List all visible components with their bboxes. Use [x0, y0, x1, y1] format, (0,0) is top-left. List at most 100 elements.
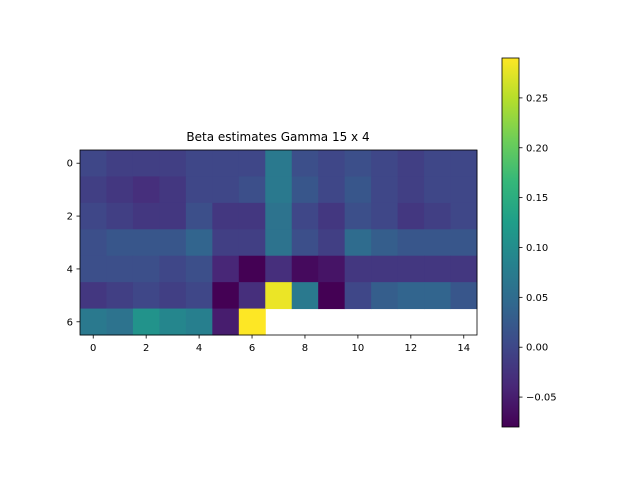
- colorbar-tick-label: 0.20: [526, 143, 548, 154]
- heatmap-cell: [80, 202, 107, 230]
- heatmap-cell: [291, 176, 319, 204]
- heatmap-cell: [106, 308, 134, 336]
- heatmap-cell: [106, 255, 134, 283]
- heatmap-cell: [344, 150, 372, 177]
- heatmap-cell: [238, 282, 266, 310]
- heatmap-cell: [450, 229, 478, 257]
- heatmap-cell: [212, 150, 240, 177]
- heatmap-cell: [159, 308, 187, 336]
- x-tick-label: 2: [143, 343, 149, 354]
- heatmap-cell: [185, 308, 213, 336]
- x-tick-label: 0: [90, 343, 96, 354]
- x-axis: 0 2 4 6 8 10 12 14: [90, 335, 470, 354]
- heatmap-cell: [185, 282, 213, 310]
- heatmap-cell: [397, 176, 425, 204]
- heatmap-cell: [291, 255, 319, 283]
- heatmap-cell: [318, 202, 346, 230]
- y-axis: 0 2 4 6: [67, 159, 80, 328]
- heatmap-cell: [424, 176, 452, 204]
- heatmap-cell: [450, 150, 478, 177]
- heatmap-cell: [371, 202, 399, 230]
- heatmap-cell: [424, 255, 452, 283]
- heatmap-cell: [238, 229, 266, 257]
- heatmap-cell: [212, 229, 240, 257]
- heatmap-cell: [265, 202, 293, 230]
- heatmap-cell: [371, 229, 399, 257]
- heatmap-cell: [424, 229, 452, 257]
- heatmap-cell: [371, 282, 399, 310]
- heatmap-cell: [424, 282, 452, 310]
- heatmap-cell: [238, 176, 266, 204]
- x-tick-label: 12: [404, 343, 417, 354]
- heatmap-cell: [397, 282, 425, 310]
- x-tick-label: 4: [196, 343, 202, 354]
- heatmap-cell: [344, 282, 372, 310]
- heatmap-cell: [132, 255, 160, 283]
- heatmap-cell: [132, 308, 160, 336]
- heatmap-cell: [371, 176, 399, 204]
- y-tick-label: 2: [67, 212, 73, 223]
- heatmap-cell: [238, 308, 266, 336]
- heatmap-cell: [397, 255, 425, 283]
- heatmap-cell: [344, 255, 372, 283]
- heatmap-cell: [106, 229, 134, 257]
- colorbar-tick-label: 0.00: [526, 343, 548, 354]
- heatmap-cell: [265, 176, 293, 204]
- colorbar-tick-label: 0.05: [526, 293, 548, 304]
- heatmap-cell: [80, 229, 107, 257]
- heatmap-cell: [185, 229, 213, 257]
- y-tick-label: 0: [67, 159, 73, 170]
- heatmap-cell: [344, 202, 372, 230]
- heatmap-cell: [318, 229, 346, 257]
- heatmap-cell: [212, 282, 240, 310]
- heatmap-cell: [80, 150, 107, 177]
- heatmap-cell: [371, 150, 399, 177]
- heatmap-cell: [344, 176, 372, 204]
- heatmap-cell: [159, 282, 187, 310]
- heatmap-cell: [159, 176, 187, 204]
- heatmap-cell: [106, 202, 134, 230]
- colorbar-tick-label: −0.05: [526, 393, 557, 404]
- colorbar-tick-label: 0.10: [526, 243, 548, 254]
- heatmap-cell: [397, 202, 425, 230]
- x-tick-label: 10: [352, 343, 365, 354]
- colorbar-frame: [501, 57, 520, 428]
- heatmap-cell: [450, 176, 478, 204]
- heatmap-cell: [238, 202, 266, 230]
- heatmap-cell: [318, 150, 346, 177]
- heatmap-cell: [132, 202, 160, 230]
- heatmap-cell: [450, 282, 478, 310]
- heatmap-cell: [424, 150, 452, 177]
- colorbar: 0.25 0.20 0.15 0.10 0.05 0.00 −0.05: [501, 57, 557, 428]
- heatmap-cell: [106, 282, 134, 310]
- y-tick-label: 4: [67, 264, 73, 275]
- heatmap-cell: [344, 229, 372, 257]
- heatmap-cell: [318, 255, 346, 283]
- x-tick-label: 6: [249, 343, 255, 354]
- x-tick-label: 14: [457, 343, 470, 354]
- heatmap-cell: [185, 150, 213, 177]
- heatmap-cell: [291, 282, 319, 310]
- heatmap-cell: [450, 202, 478, 230]
- heatmap-cell: [159, 255, 187, 283]
- y-tick-label: 6: [67, 317, 73, 328]
- plot-frame: [79, 149, 478, 336]
- heatmap-cell: [132, 282, 160, 310]
- colorbar-tick-label: 0.15: [526, 193, 548, 204]
- heatmap-cell: [106, 176, 134, 204]
- heatmap-cell: [265, 282, 293, 310]
- heatmap-cell: [106, 150, 134, 177]
- heatmap-cell: [80, 255, 107, 283]
- colorbar-gradient: [502, 58, 519, 427]
- heatmap-cell: [265, 255, 293, 283]
- heatmap-cell: [132, 176, 160, 204]
- heatmap-cell: [238, 150, 266, 177]
- heatmap-cell: [185, 176, 213, 204]
- heatmap-cell: [159, 202, 187, 230]
- heatmap-cell: [424, 202, 452, 230]
- heatmap-cell: [185, 255, 213, 283]
- heatmap-cell: [238, 255, 266, 283]
- heatmap-cell: [80, 282, 107, 310]
- heatmap-cell: [212, 176, 240, 204]
- colorbar-tick-label: 0.25: [526, 93, 548, 104]
